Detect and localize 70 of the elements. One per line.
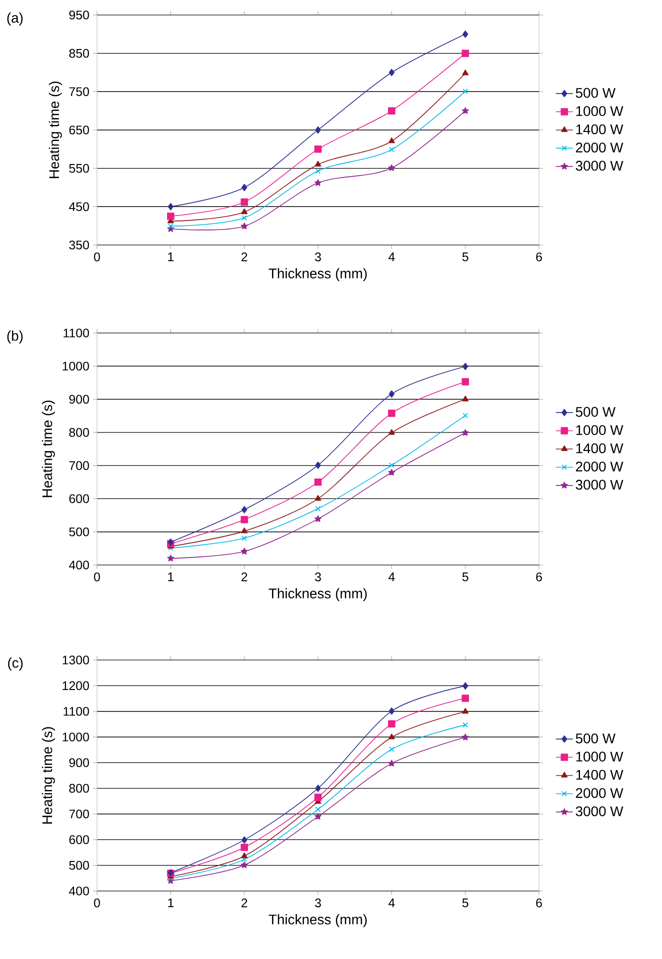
legend-label: 1000 W: [576, 752, 624, 762]
y-tick-label: 700: [69, 810, 89, 818]
y-tick-label: 1100: [64, 328, 89, 338]
x-tick-label: 2: [241, 572, 248, 582]
x-tick-label: 4: [388, 252, 395, 262]
x-tick-label: 6: [536, 572, 542, 582]
legend-label: 500 W: [576, 733, 616, 744]
y-tick-label: 750: [69, 87, 89, 96]
legend-label: 1400 W: [576, 124, 624, 134]
x-tick-label: 1: [168, 898, 174, 908]
x-tick-label: 5: [462, 572, 468, 582]
x-tick-label: 2: [241, 252, 248, 262]
y-axis-title: Heating time (s): [42, 400, 55, 498]
y-tick-label: 1000: [62, 732, 89, 742]
y-tick-label: 850: [69, 48, 89, 58]
y-tick-label: 600: [69, 835, 89, 844]
x-tick-label: 1: [168, 572, 174, 582]
x-tick-label: 3: [315, 898, 321, 908]
x-tick-label: 5: [462, 898, 468, 908]
x-tick-label: 2: [242, 898, 248, 908]
y-tick-label: 600: [69, 494, 89, 504]
y-tick-label: 800: [69, 428, 89, 437]
legend-label: 3000 W: [576, 480, 624, 490]
y-tick-label: 800: [69, 784, 89, 793]
y-tick-label: 900: [69, 758, 89, 768]
y-tick-label: 500: [69, 860, 89, 870]
y-tick-label: 1100: [64, 706, 89, 716]
x-axis-title: Thickness (mm): [268, 914, 367, 928]
x-tick-label: 3: [315, 252, 321, 262]
legend-label: 1000 W: [576, 106, 624, 116]
y-tick-label: 1200: [62, 681, 89, 690]
y-tick-label: 400: [68, 886, 89, 896]
y-tick-label: 350: [69, 240, 89, 250]
x-tick-label: 0: [94, 898, 100, 908]
y-axis-title: Heating time (s): [48, 82, 62, 178]
x-tick-label: 4: [388, 572, 395, 582]
legend-label: 1000 W: [576, 425, 624, 436]
x-axis-title: Thickness (mm): [268, 588, 367, 602]
y-axis-title: Heating time (s): [42, 727, 55, 824]
legend-label: 1400 W: [576, 443, 624, 454]
x-tick-label: 0: [94, 572, 100, 582]
y-tick-label: 700: [69, 461, 89, 470]
legend-label: 3000 W: [576, 160, 624, 171]
legend-label: 2000 W: [576, 142, 624, 152]
chart-title: (a): [7, 12, 23, 26]
x-tick-label: 1: [168, 252, 174, 262]
x-tick-label: 0: [94, 252, 100, 262]
legend-label: 2000 W: [576, 788, 624, 798]
x-tick-label: 4: [388, 898, 395, 908]
legend-label: 3000 W: [576, 806, 624, 816]
legend-label: 2000 W: [576, 462, 624, 472]
y-tick-label: 1000: [62, 362, 89, 371]
y-tick-label: 550: [69, 164, 89, 173]
chart-title: (c): [8, 658, 23, 671]
y-tick-label: 400: [68, 560, 89, 570]
y-tick-label: 1300: [62, 656, 89, 664]
x-tick-label: 6: [536, 898, 542, 908]
legend-label: 1400 W: [576, 770, 624, 780]
y-tick-label: 950: [69, 10, 89, 20]
legend-label: 500 W: [576, 406, 616, 417]
y-tick-label: 500: [69, 527, 89, 536]
y-tick-label: 450: [68, 202, 89, 212]
chart-title: (b): [7, 330, 23, 344]
x-axis-title: Thickness (mm): [268, 268, 367, 282]
x-tick-label: 6: [536, 252, 542, 262]
legend-label: 500 W: [576, 88, 616, 98]
y-tick-label: 650: [69, 126, 89, 134]
y-tick-label: 900: [69, 394, 89, 404]
x-tick-label: 5: [462, 252, 468, 262]
x-tick-label: 3: [315, 572, 321, 582]
